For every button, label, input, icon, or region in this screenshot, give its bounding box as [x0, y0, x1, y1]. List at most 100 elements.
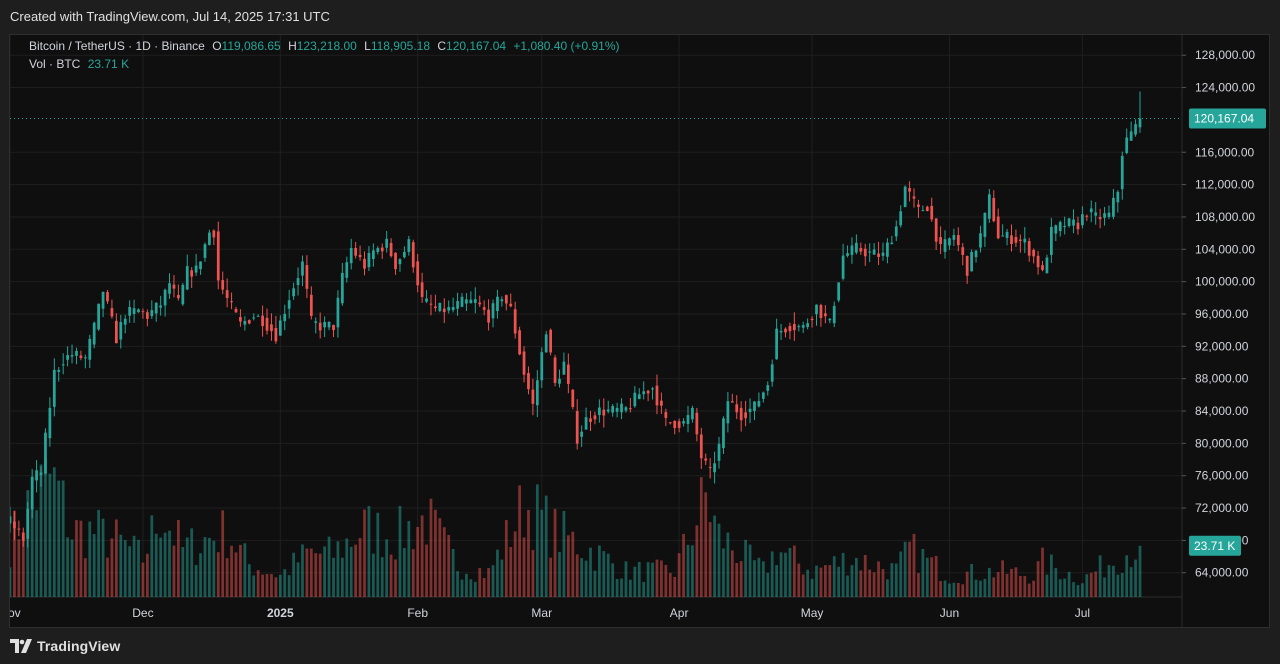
chart-frame[interactable]: 128,000.00 124,000.00 116,000.00 112,000.00… [9, 34, 1270, 628]
candle-body[interactable] [846, 253, 849, 256]
candle-body[interactable] [500, 299, 504, 302]
candle-body[interactable] [850, 245, 854, 255]
candle-body[interactable] [531, 389, 535, 404]
candle-body[interactable] [646, 390, 650, 394]
candle-body[interactable] [137, 309, 140, 313]
candle-body[interactable] [185, 266, 189, 290]
candle-body[interactable] [992, 198, 996, 222]
candle-body[interactable] [660, 400, 663, 406]
candle-body[interactable] [496, 296, 499, 312]
candle-body[interactable] [243, 320, 247, 325]
candle-body[interactable] [1010, 235, 1013, 244]
candle-body[interactable] [491, 303, 495, 319]
candle-body[interactable] [753, 401, 756, 412]
candle-body[interactable] [558, 378, 561, 384]
candle-body[interactable] [323, 322, 327, 328]
candle-body[interactable] [114, 320, 118, 344]
candle-body[interactable] [1001, 235, 1005, 237]
candle-body[interactable] [482, 307, 486, 310]
candle-body[interactable] [345, 262, 349, 278]
candle-body[interactable] [1094, 212, 1098, 216]
candle-body[interactable] [371, 250, 375, 259]
candle-body[interactable] [983, 212, 987, 237]
candle-body[interactable] [1023, 238, 1027, 243]
candle-body[interactable] [739, 407, 743, 421]
candle-body[interactable] [1005, 231, 1009, 238]
candle-body[interactable] [1089, 208, 1093, 213]
candle-body[interactable] [509, 303, 513, 307]
candle-body[interactable] [305, 265, 309, 289]
candle-body[interactable] [677, 421, 681, 428]
candle-body[interactable] [553, 357, 557, 383]
candle-body[interactable] [1112, 197, 1115, 217]
candle-body[interactable] [629, 408, 632, 410]
candle-body[interactable] [363, 258, 366, 269]
candle-body[interactable] [952, 235, 956, 240]
candle-body[interactable] [10, 516, 12, 524]
candle-body[interactable] [97, 303, 101, 330]
candle-body[interactable] [1129, 131, 1133, 141]
candle-body[interactable] [1098, 217, 1102, 220]
candle-body[interactable] [713, 463, 716, 473]
candle-body[interactable] [1049, 226, 1053, 255]
candle-body[interactable] [221, 280, 225, 290]
candle-body[interactable] [903, 186, 907, 207]
candle-body[interactable] [770, 364, 774, 382]
candle-body[interactable] [868, 251, 872, 253]
candle-body[interactable] [106, 292, 109, 302]
candle-body[interactable] [593, 415, 597, 420]
candle-body[interactable] [203, 244, 207, 258]
candle-body[interactable] [159, 305, 163, 308]
candle-body[interactable] [730, 401, 734, 403]
candle-body[interactable] [287, 300, 291, 309]
candle-body[interactable] [522, 351, 526, 375]
candle-body[interactable] [75, 350, 78, 356]
candle-body[interactable] [775, 328, 779, 360]
candle-body[interactable] [92, 322, 96, 345]
candle-body[interactable] [26, 508, 30, 539]
candle-body[interactable] [398, 259, 402, 265]
candle-body[interactable] [823, 313, 827, 317]
candle-body[interactable] [429, 303, 433, 305]
candle-body[interactable] [407, 239, 411, 252]
candle-body[interactable] [101, 291, 105, 309]
candle-body[interactable] [274, 327, 278, 342]
candle-body[interactable] [597, 407, 601, 416]
candle-body[interactable] [199, 261, 202, 270]
candle-body[interactable] [810, 318, 814, 321]
candle-body[interactable] [57, 369, 61, 372]
candle-body[interactable] [261, 315, 264, 327]
candle-body[interactable] [456, 301, 459, 309]
candle-body[interactable] [575, 411, 579, 444]
candle-body[interactable] [438, 302, 442, 312]
candle-body[interactable] [912, 196, 916, 199]
candle-body[interactable] [624, 407, 628, 411]
candle-body[interactable] [460, 296, 464, 307]
candle-body[interactable] [168, 283, 171, 294]
candle-body[interactable] [1027, 241, 1031, 256]
candle-body[interactable] [1134, 124, 1137, 135]
candle-body[interactable] [44, 432, 47, 474]
candle-body[interactable] [434, 306, 437, 309]
candle-body[interactable] [859, 248, 863, 252]
candle-body[interactable] [722, 418, 725, 449]
candle-body[interactable] [571, 389, 575, 408]
candle-body[interactable] [855, 242, 858, 253]
candle-body[interactable] [1045, 257, 1049, 274]
candle-body[interactable] [686, 415, 690, 424]
candle-body[interactable] [1103, 213, 1106, 218]
candle-body[interactable] [154, 302, 158, 314]
candle-body[interactable] [83, 357, 87, 359]
candle-body[interactable] [425, 298, 428, 302]
candle-body[interactable] [664, 412, 668, 418]
candle-body[interactable] [39, 472, 43, 476]
candle-body[interactable] [465, 299, 468, 304]
candle-body[interactable] [584, 417, 588, 430]
candle-body[interactable] [682, 421, 685, 424]
candle-body[interactable] [970, 251, 973, 272]
candle-body[interactable] [318, 322, 322, 331]
candle-body[interactable] [66, 355, 69, 360]
candle-body[interactable] [961, 247, 965, 255]
candle-body[interactable] [917, 204, 920, 207]
candle-body[interactable] [1054, 225, 1058, 234]
